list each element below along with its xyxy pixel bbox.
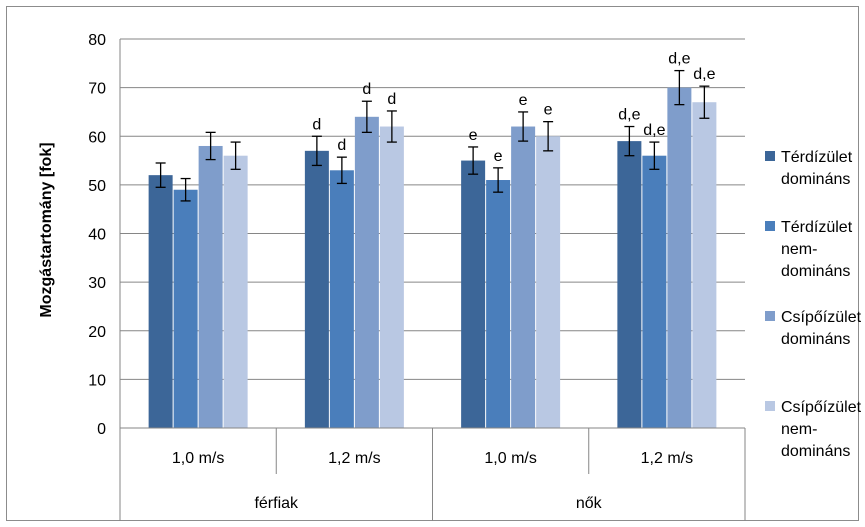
legend-label: Térdízület [781, 149, 853, 166]
bar [642, 155, 667, 428]
bar [223, 155, 248, 428]
bar-annotation: d,e [693, 66, 715, 83]
bar-annotation: d,e [618, 107, 640, 124]
error-bar [493, 167, 504, 193]
legend: Térdízület domináns Térdízület nem-domináns… [765, 149, 862, 460]
y-tick-label: 60 [88, 129, 106, 146]
legend-label: Csípőízület [781, 399, 862, 416]
error-bar [468, 146, 479, 175]
error-bar [155, 162, 166, 188]
x-category-label: 1,0 m/s [484, 450, 536, 467]
legend-swatch [765, 151, 775, 161]
legend-label: Csípőízület [781, 309, 862, 326]
legend-item: Térdízület domináns [765, 149, 853, 188]
x-category-label: 1,2 m/s [328, 450, 380, 467]
error-bar [230, 141, 241, 170]
bar [198, 145, 223, 428]
bar [354, 116, 379, 429]
legend-label: Térdízület [781, 219, 853, 236]
legend-swatch [765, 401, 775, 411]
error-bars [155, 69, 710, 202]
error-bar [311, 135, 322, 167]
bar [617, 141, 642, 429]
legend-label: nem- [781, 421, 817, 438]
y-tick-label: 80 [88, 32, 106, 49]
bars [148, 87, 717, 429]
y-tick-label: 30 [88, 275, 106, 292]
bar [667, 87, 692, 428]
x-category-label: 1,2 m/s [641, 450, 693, 467]
bar [329, 170, 354, 428]
x-group-label: férfiak [254, 495, 299, 512]
bar [536, 136, 561, 428]
bar [379, 126, 404, 429]
legend-label: domináns [781, 443, 850, 460]
legend-label: domináns [781, 171, 850, 188]
y-tick-label: 10 [88, 372, 106, 389]
bar-annotation: d [337, 137, 346, 154]
bar-annotation: e [544, 102, 553, 119]
legend-item: Térdízület nem-domináns [765, 219, 853, 280]
legend-label: nem- [781, 241, 817, 258]
error-bar [699, 85, 710, 119]
error-bar [361, 100, 372, 134]
error-bar [674, 69, 685, 106]
error-bar [543, 121, 554, 152]
y-tick-label: 0 [97, 421, 106, 438]
bar [173, 189, 198, 428]
bar-annotation: d [362, 81, 371, 98]
error-bar [336, 156, 347, 185]
x-category-label: 1,0 m/s [172, 450, 224, 467]
bar [486, 180, 511, 428]
bar-annotation: e [519, 92, 528, 109]
legend-item: Csípőízület domináns [765, 309, 862, 348]
bar-annotation: d,e [643, 122, 665, 139]
bar [304, 150, 329, 428]
legend-label: domináns [781, 263, 850, 280]
legend-swatch [765, 221, 775, 231]
bar [461, 160, 486, 428]
bar-annotation: e [469, 127, 478, 144]
error-bar [518, 111, 529, 142]
x-category-labels: 1,0 m/s 1,2 m/s 1,0 m/s 1,2 m/s férfiak nők [172, 450, 693, 512]
bar [148, 175, 173, 428]
legend-label: domináns [781, 331, 850, 348]
error-bar [386, 110, 397, 143]
bar-labels: d e d,e d e d,e d e d,e d e d,e [312, 51, 715, 165]
x-group-label: nők [576, 495, 603, 512]
bar-annotation: e [494, 148, 503, 165]
bar [511, 126, 536, 429]
error-bar [649, 141, 660, 170]
bar-annotation: d,e [668, 51, 690, 68]
error-bar [180, 177, 191, 202]
y-tick-labels: 0 10 20 30 40 50 60 70 80 [88, 32, 106, 438]
legend-swatch [765, 311, 775, 321]
legend-item: Csípőízület nem-domináns [765, 399, 862, 460]
axes [119, 39, 746, 521]
y-tick-label: 70 [88, 81, 106, 98]
bar-annotation: d [387, 91, 396, 108]
bar [692, 102, 717, 429]
y-tick-label: 50 [88, 178, 106, 195]
error-bar [205, 131, 216, 161]
error-bar [624, 125, 635, 157]
bar-annotation: d [312, 116, 321, 133]
y-tick-label: 40 [88, 227, 106, 244]
y-axis-label: Mozgástartomány [fok] [38, 142, 55, 317]
y-tick-label: 20 [88, 324, 106, 341]
